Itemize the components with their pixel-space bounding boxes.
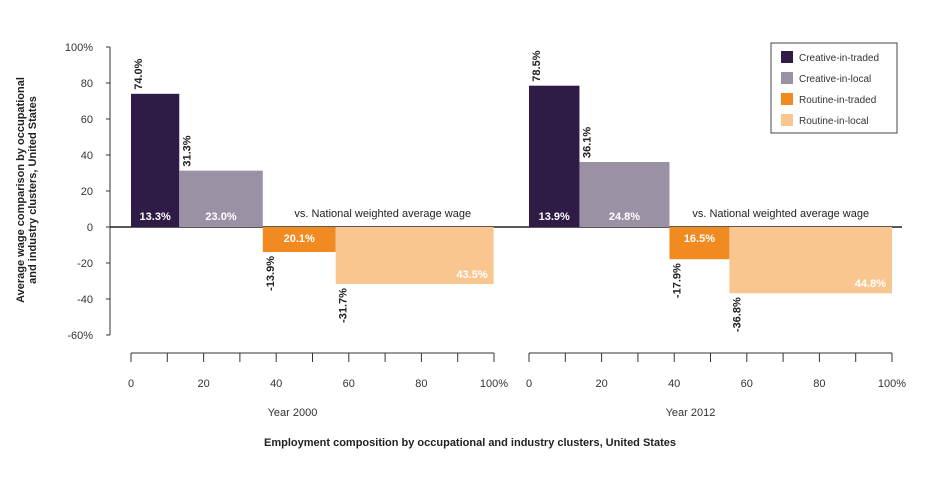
legend-swatch (781, 72, 793, 84)
y-tick-label: 80 (81, 78, 93, 90)
share-label: 16.5% (684, 233, 715, 245)
share-label: 24.8% (609, 211, 640, 223)
y-axis-title-line: Average wage comparison by occupational (15, 77, 27, 303)
panel-subtitle: Year 2012 (666, 407, 716, 419)
value-label: -36.8% (731, 297, 743, 332)
y-tick-label: -40 (77, 294, 93, 306)
legend-label: Creative-in-local (799, 74, 871, 85)
value-label: -31.7% (338, 288, 350, 323)
legend-label: Routine-in-local (799, 116, 868, 127)
x-tick-label: 80 (813, 378, 825, 390)
x-tick-label: 100% (878, 378, 906, 390)
share-label: 20.1% (284, 233, 315, 245)
y-tick-label: 60 (81, 114, 93, 126)
bar-creative-in-local (579, 162, 670, 227)
share-label: 43.5% (456, 269, 487, 281)
y-tick-label: 100% (65, 42, 93, 54)
x-tick-label: 0 (128, 378, 134, 390)
x-tick-label: 60 (343, 378, 355, 390)
bar-creative-in-local (179, 170, 263, 227)
share-label: 23.0% (205, 211, 236, 223)
value-label: 78.5% (531, 50, 543, 81)
x-tick-label: 40 (270, 378, 282, 390)
bar-creative-in-traded (529, 85, 580, 227)
value-label: 36.1% (581, 127, 593, 158)
x-tick-label: 20 (595, 378, 607, 390)
x-axis-title: Employment composition by occupational a… (264, 437, 676, 449)
y-tick-label: 0 (87, 222, 93, 234)
share-label: 13.9% (539, 211, 570, 223)
value-label: -13.9% (265, 256, 277, 291)
y-tick-label: -60% (67, 330, 93, 342)
value-label: 74.0% (133, 58, 145, 89)
bar-routine-in-traded (669, 227, 730, 260)
x-tick-label: 0 (526, 378, 532, 390)
legend-swatch (781, 93, 793, 105)
share-label: 44.8% (855, 278, 886, 290)
legend-label: Creative-in-traded (799, 53, 879, 64)
bar-routine-in-local (335, 227, 494, 285)
legend-swatch (781, 114, 793, 126)
x-tick-label: 60 (741, 378, 753, 390)
value-label: 31.3% (181, 135, 193, 166)
reference-label: vs. National weighted average wage (692, 208, 869, 220)
legend-swatch (781, 51, 793, 63)
x-tick-label: 80 (415, 378, 427, 390)
x-tick-label: 40 (668, 378, 680, 390)
x-tick-label: 20 (197, 378, 209, 390)
x-tick-label: 100% (480, 378, 508, 390)
bar-routine-in-local (729, 227, 892, 294)
bar-creative-in-traded (131, 93, 180, 227)
y-tick-label: -20 (77, 258, 93, 270)
reference-label: vs. National weighted average wage (294, 208, 471, 220)
panel-subtitle: Year 2000 (268, 407, 318, 419)
bar-routine-in-traded (262, 227, 336, 253)
value-label: -17.9% (671, 263, 683, 298)
y-tick-label: 20 (81, 186, 93, 198)
y-axis-title-line: and industry clusters, United States (27, 96, 39, 284)
legend-label: Routine-in-traded (799, 95, 876, 106)
share-label: 13.3% (140, 211, 171, 223)
y-tick-label: 40 (81, 150, 93, 162)
